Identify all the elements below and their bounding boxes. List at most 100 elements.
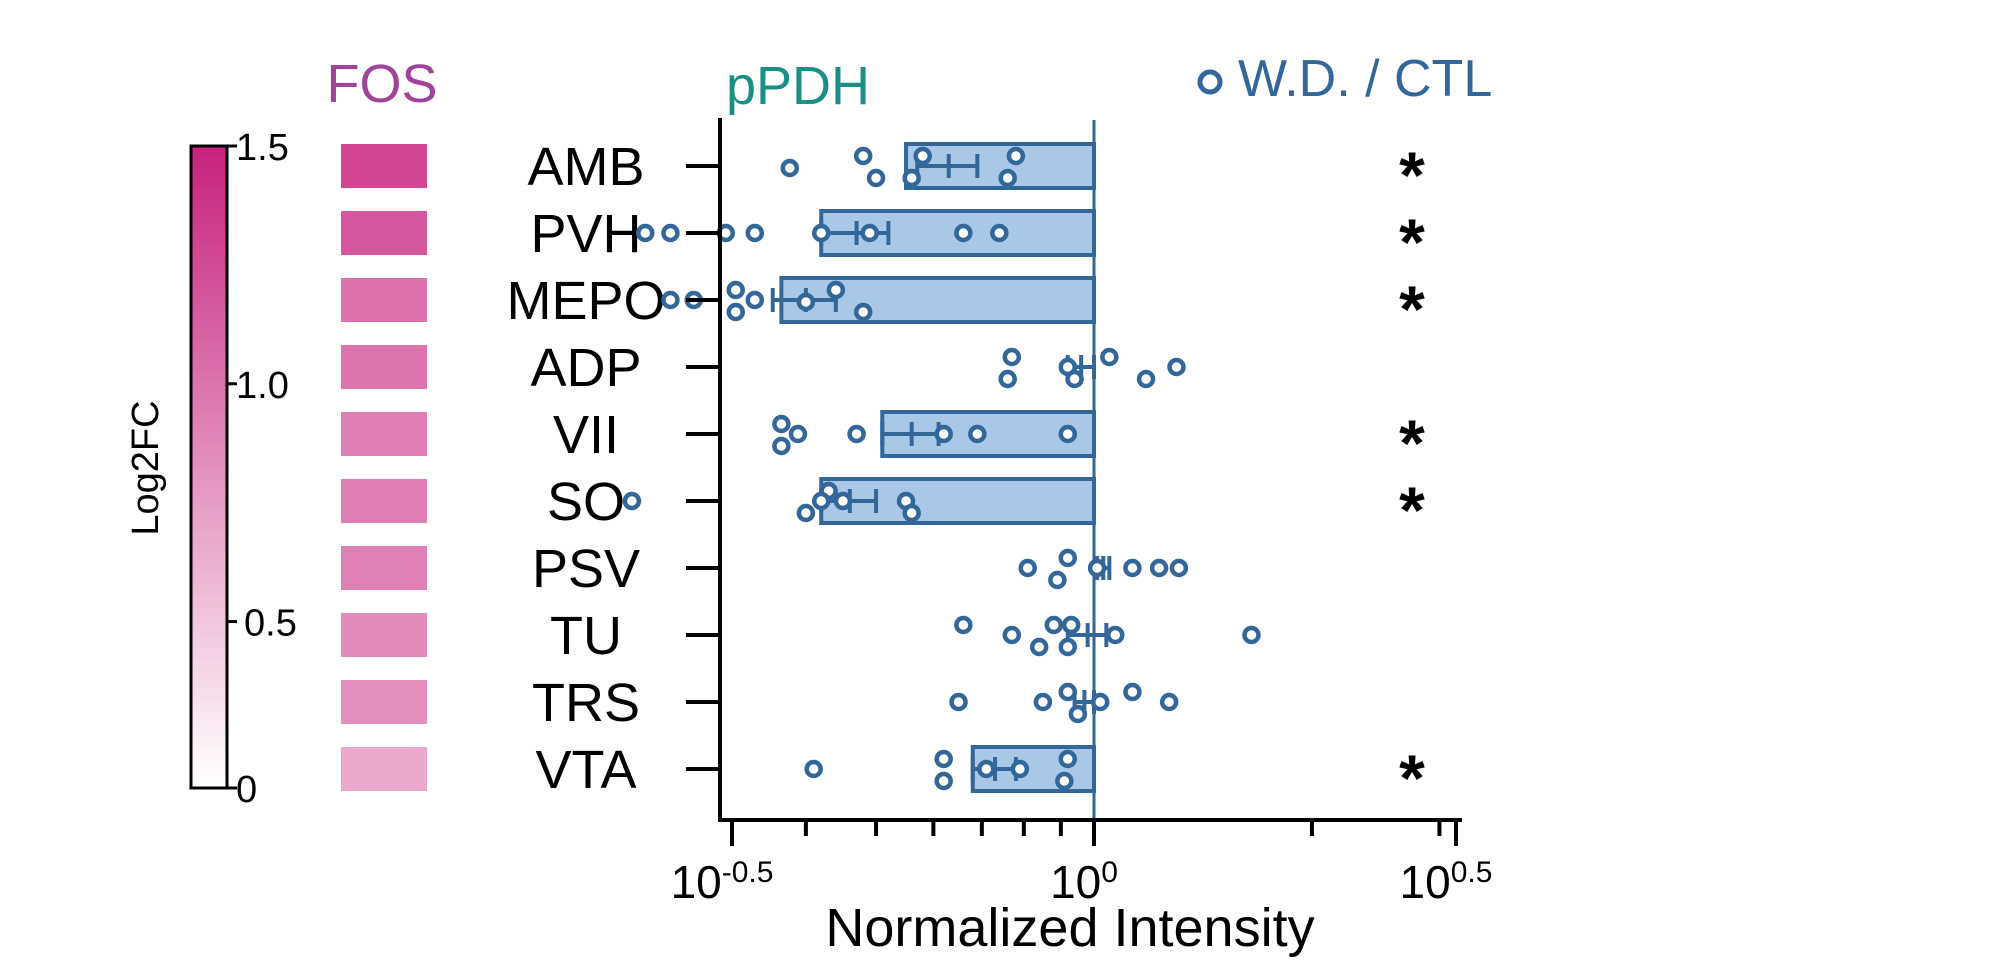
data-point xyxy=(1006,146,1026,166)
colorbar: Log2FC 1.5 1.0 0.5 0 xyxy=(125,127,297,811)
data-point xyxy=(804,759,823,779)
data-point xyxy=(826,280,846,300)
data-point xyxy=(934,771,953,791)
fos-swatch xyxy=(341,613,427,657)
data-point xyxy=(833,491,853,511)
data-point xyxy=(1149,558,1169,578)
data-point xyxy=(745,290,765,310)
category-labels: AMB PVH MEPO ADP VII SO PSV TU TRS VTA xyxy=(506,137,665,800)
data-point xyxy=(788,424,808,444)
data-point xyxy=(1242,625,1261,645)
category-label: TRS xyxy=(532,673,640,733)
data-point xyxy=(998,369,1017,389)
significance-markers: ****** xyxy=(1399,138,1425,815)
data-point xyxy=(1136,369,1156,389)
category-label: AMB xyxy=(527,137,644,197)
data-point xyxy=(902,168,921,188)
plot-area: 10-0.5 100 100.5 ****** xyxy=(622,118,1493,908)
axes: 10-0.5 100 100.5 xyxy=(671,118,1493,908)
data-point xyxy=(1029,637,1049,657)
data-point xyxy=(913,146,932,166)
data-point xyxy=(1087,558,1107,578)
data-point xyxy=(1018,558,1037,578)
data-point xyxy=(1123,682,1142,702)
fos-swatch xyxy=(341,546,427,590)
data-point xyxy=(726,280,745,300)
data-point xyxy=(902,503,921,523)
data-point xyxy=(636,223,655,243)
data-point xyxy=(954,223,973,243)
data-point xyxy=(1002,347,1022,367)
legend-marker-icon xyxy=(1197,69,1223,95)
category-label: VTA xyxy=(535,740,636,800)
data-point xyxy=(622,491,642,511)
data-point xyxy=(853,302,873,322)
category-label: TU xyxy=(550,606,622,666)
data-point xyxy=(780,158,800,178)
data-point xyxy=(811,491,831,511)
category-label: SO xyxy=(547,472,625,532)
category-label: PSV xyxy=(532,539,640,599)
data-point xyxy=(977,759,996,779)
category-label: ADP xyxy=(530,338,641,398)
data-point xyxy=(866,168,886,188)
fos-heatmap xyxy=(341,144,427,791)
category-label: MEPO xyxy=(506,271,665,331)
data-point xyxy=(796,503,816,523)
data-point xyxy=(998,168,1017,188)
fos-swatch xyxy=(341,211,427,255)
data-point xyxy=(1058,637,1078,657)
colorbar-gradient xyxy=(189,144,229,790)
data-point xyxy=(1058,424,1078,444)
x-tick-label: 100.5 xyxy=(1400,856,1493,908)
data-point xyxy=(1010,759,1030,779)
colorbar-tick-label: 1.5 xyxy=(236,127,289,169)
significance-asterisk: * xyxy=(1399,272,1425,346)
data-point xyxy=(1002,625,1022,645)
fos-swatch xyxy=(341,680,427,724)
significance-asterisk: * xyxy=(1399,741,1425,815)
category-label: VII xyxy=(553,405,619,465)
data-point xyxy=(772,436,791,456)
data-point xyxy=(949,692,968,712)
data-point xyxy=(1033,692,1053,712)
data-points xyxy=(622,146,1261,791)
data-point xyxy=(1106,625,1125,645)
fos-swatch xyxy=(341,144,427,188)
data-point xyxy=(1061,615,1081,635)
fos-swatch xyxy=(341,345,427,389)
fos-swatch xyxy=(341,278,427,322)
colorbar-tick-label: 1.0 xyxy=(236,365,289,407)
data-point xyxy=(934,424,953,444)
fos-swatch xyxy=(341,412,427,456)
significance-asterisk: * xyxy=(1399,473,1425,547)
data-point xyxy=(860,223,879,243)
data-point xyxy=(772,414,791,434)
data-point xyxy=(1058,548,1078,568)
data-point xyxy=(1044,615,1064,635)
legend-label: W.D. / CTL xyxy=(1238,50,1492,108)
data-point xyxy=(796,292,816,312)
data-point xyxy=(853,146,873,166)
data-point xyxy=(661,223,680,243)
fos-swatch xyxy=(341,747,427,791)
x-axis-label: Normalized Intensity xyxy=(825,898,1314,958)
x-tick-label: 10-0.5 xyxy=(671,856,774,908)
legend: W.D. / CTL xyxy=(1197,50,1492,108)
significance-asterisk: * xyxy=(1399,138,1425,212)
data-point xyxy=(1100,347,1119,367)
data-point xyxy=(847,424,866,444)
significance-asterisk: * xyxy=(1399,205,1425,279)
significance-asterisk: * xyxy=(1399,406,1425,480)
data-point xyxy=(1058,749,1078,769)
data-point xyxy=(954,615,973,635)
data-point xyxy=(1123,558,1142,578)
colorbar-tick-label: 0 xyxy=(236,769,257,811)
data-point xyxy=(1068,704,1088,724)
data-point xyxy=(1169,558,1189,578)
data-point xyxy=(811,223,831,243)
data-point xyxy=(745,223,765,243)
data-point xyxy=(726,302,745,322)
data-point xyxy=(1167,357,1186,377)
